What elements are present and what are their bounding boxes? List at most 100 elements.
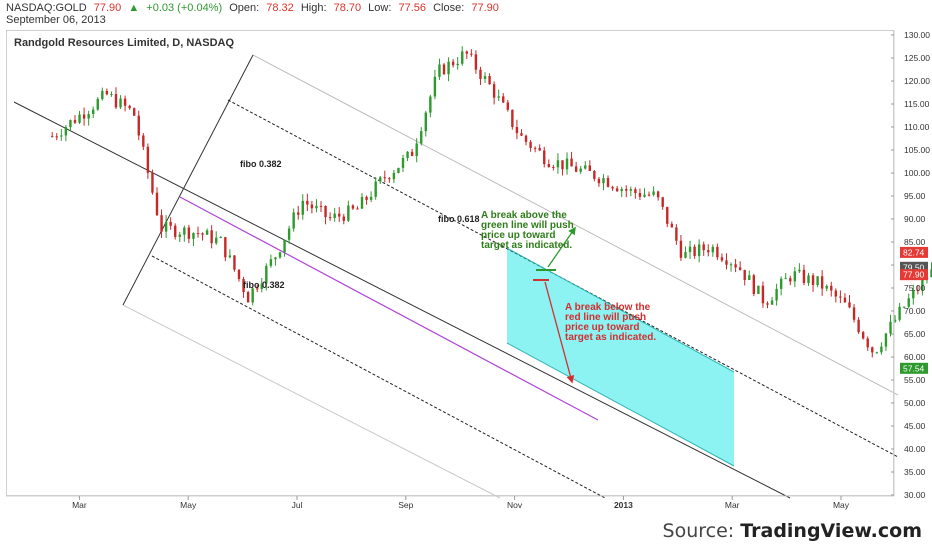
candle [55,133,58,141]
candle-body [315,205,318,209]
candle [520,129,523,137]
candle [784,272,787,280]
candle [164,215,168,238]
candle-body [520,133,523,136]
candle [169,217,172,230]
candle [574,161,578,173]
candle-body [392,172,396,180]
candle [87,110,90,126]
candle-body [875,352,879,354]
main-trend-line [13,101,791,499]
candle-body [884,333,888,347]
candle-body [474,54,478,70]
candle-body [461,51,464,64]
candle [328,212,332,221]
candle [670,221,674,228]
candle-body [766,303,769,305]
candle-body [306,200,309,205]
fibo-label: fibo 0.382 [240,159,282,169]
green-target-arrow [547,226,576,268]
candle-body [921,278,924,291]
candle [233,255,236,272]
high-label: High: [300,2,327,14]
candle [789,275,792,286]
candle-body [543,150,546,165]
fibo-label: fibo 0.618 [438,214,480,224]
candle-body [702,244,705,251]
candle [638,188,642,201]
candle-body [55,136,58,138]
candle-body [92,109,95,115]
candle [584,161,587,170]
candle [561,160,564,176]
candle [625,185,628,198]
candle-body [137,115,140,136]
y-tick-label: 85.00 [904,237,926,247]
candle [693,244,696,259]
candle [770,296,774,305]
candle-body [647,194,651,196]
candle-body [725,260,728,265]
price-label: 77.90 [903,270,925,280]
candle-body [820,276,824,289]
candle-body [565,158,569,170]
candle [902,306,906,308]
candle-body [133,108,136,116]
candle-body [916,289,920,291]
candle-body [675,227,678,241]
candle [916,285,920,295]
x-tick-label: Mar [725,500,740,510]
candle-body [164,221,168,232]
candle-body [82,114,86,119]
candle-body [798,269,801,272]
candle-body [770,300,774,305]
candle [237,269,241,282]
candle [151,169,154,195]
candle [205,228,209,235]
candle [178,231,181,242]
candle-body [789,278,792,282]
note-line: price up toward [481,230,555,241]
candle [497,89,500,101]
source-credit: Source: TradingView.com [663,520,922,542]
candle [410,148,414,157]
candle [351,204,355,211]
candle [675,224,678,245]
candle [743,269,746,286]
candle [470,49,473,57]
candle [246,290,250,303]
candle [369,191,373,203]
candle-body [693,246,696,256]
fibo-label: fibo 0.382 [243,280,285,290]
candle [515,119,519,140]
candle [228,249,232,259]
candle [283,239,286,257]
candle-body [128,105,131,109]
low-value: 77.56 [398,2,427,14]
y-tick-label: 120.00 [904,76,930,86]
high-value: 78.70 [333,2,362,14]
candle [397,167,400,174]
candle-body [857,319,860,333]
low-label: Low: [368,2,392,14]
candle [78,110,81,125]
x-tick-label: 2013 [614,500,633,510]
candle-body [511,109,514,127]
candle [620,186,623,198]
candle-body [438,64,441,77]
last-price: 77.90 [93,2,122,14]
candle-body [656,191,660,198]
price-label-box [900,269,928,281]
up-arrow-icon: ▲ [128,2,140,14]
x-tick-label: Sep [398,500,413,510]
y-tick-label: 35.00 [904,467,926,477]
x-tick-label: Mar [72,500,87,510]
candle-body [524,135,528,142]
candle [338,207,341,222]
candle-body [871,347,874,353]
candle [524,134,528,146]
candle-body [201,233,204,235]
candle-body [556,160,560,168]
candle [160,209,163,238]
